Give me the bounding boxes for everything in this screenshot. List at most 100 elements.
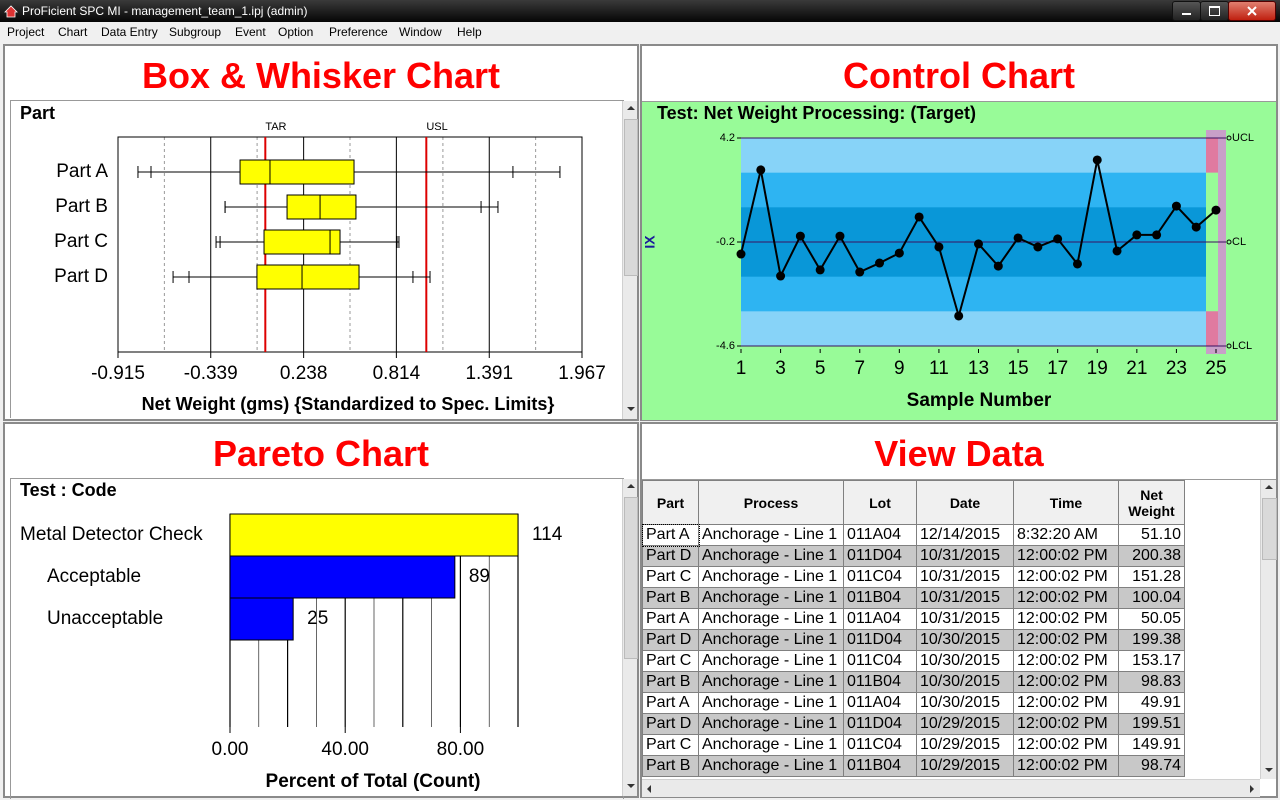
menu-bar: Project Chart Data Entry Subgroup Event Optio… xyxy=(0,22,1280,42)
count-label: 114 xyxy=(532,524,563,545)
menu-item[interactable]: Event xyxy=(235,25,266,39)
reference-label: TAR xyxy=(265,121,286,133)
data-cell: 011D04 xyxy=(843,629,917,651)
y-tick-label: -0.2 xyxy=(716,236,735,248)
data-point xyxy=(1152,230,1162,240)
scrollbar[interactable] xyxy=(622,101,638,419)
data-point xyxy=(1132,230,1142,240)
x-tick-label: 17 xyxy=(1047,358,1068,379)
data-point xyxy=(974,239,983,249)
menu-item[interactable]: Option xyxy=(278,25,314,39)
x-tick-label: 21 xyxy=(1126,358,1147,379)
data-grid: Part Process Lot Date Time Net Weight Part A An… xyxy=(642,480,1185,777)
close-button[interactable] xyxy=(1228,1,1276,21)
menu-item[interactable]: Chart xyxy=(58,25,88,39)
x-tick-label: 23 xyxy=(1166,358,1187,379)
data-cell: Anchorage - Line 1 xyxy=(698,713,844,735)
menu-item[interactable]: Window xyxy=(399,25,442,39)
data-cell: 10/31/2015 xyxy=(916,608,1014,630)
data-row[interactable]: Part D Anchorage - Line 1 011D04 10/30/2015… xyxy=(642,629,1185,651)
data-row[interactable]: Part C Anchorage - Line 1 011C04 10/30/2015… xyxy=(642,650,1185,672)
data-cell: Anchorage - Line 1 xyxy=(698,545,844,567)
data-cell: 151.28 xyxy=(1118,566,1185,588)
column-header[interactable]: Net Weight xyxy=(1118,480,1185,525)
menu-item[interactable]: Preference xyxy=(329,25,388,39)
data-cell: 12:00:02 PM xyxy=(1013,713,1119,735)
x-tick-label: 25 xyxy=(1205,358,1226,379)
column-header[interactable]: Time xyxy=(1013,480,1119,525)
column-header[interactable]: Lot xyxy=(843,480,917,525)
data-row[interactable]: Part B Anchorage - Line 1 011B04 10/29/2015… xyxy=(642,755,1185,777)
data-cell: Anchorage - Line 1 xyxy=(698,734,844,756)
category-label: Part C xyxy=(54,231,108,252)
subtitle: Part xyxy=(20,103,55,123)
limit-marker xyxy=(1226,343,1232,349)
panel-title: View Data xyxy=(874,433,1044,474)
limit-label: LCL xyxy=(1232,340,1252,352)
data-row[interactable]: Part C Anchorage - Line 1 011C04 10/31/2015… xyxy=(642,566,1185,588)
data-cell: Part C xyxy=(642,650,699,672)
view-data-panel: View Data Part Process Lot Date Time Net Weig… xyxy=(640,422,1278,798)
data-cell: 98.74 xyxy=(1118,755,1185,777)
menu-item[interactable]: Project xyxy=(7,25,45,39)
data-point xyxy=(993,261,1003,271)
data-point xyxy=(835,231,845,241)
x-tick-label: 19 xyxy=(1087,358,1108,379)
data-cell: 10/29/2015 xyxy=(916,713,1014,735)
pareto-panel: Pareto Chart xyxy=(3,422,639,799)
limit-label: UCL xyxy=(1232,132,1254,144)
data-row[interactable]: Part A Anchorage - Line 1 011A04 12/14/2015… xyxy=(642,523,1185,547)
minimize-button[interactable] xyxy=(1172,1,1201,21)
category-label: Unacceptable xyxy=(47,608,163,629)
box xyxy=(286,194,357,220)
data-cell: Part B xyxy=(642,587,699,609)
x-tick-label: 15 xyxy=(1008,358,1029,379)
category-label: Part D xyxy=(54,266,108,287)
data-row[interactable]: Part D Anchorage - Line 1 011D04 10/31/2015… xyxy=(642,545,1185,567)
y-axis-label: IX xyxy=(642,235,658,249)
data-row[interactable]: Part C Anchorage - Line 1 011C04 10/29/2015… xyxy=(642,734,1185,756)
panel-title: Control Chart xyxy=(843,55,1075,96)
data-point xyxy=(1053,234,1063,244)
data-cell: 200.38 xyxy=(1118,545,1185,567)
bar xyxy=(229,513,519,557)
data-row[interactable]: Part A Anchorage - Line 1 011A04 10/30/2015… xyxy=(642,692,1185,714)
column-header[interactable]: Part xyxy=(642,480,699,525)
limit-label: CL xyxy=(1232,236,1246,248)
zone-strip-bottom xyxy=(1206,311,1218,346)
data-row[interactable]: Part B Anchorage - Line 1 011B04 10/31/2015… xyxy=(642,587,1185,609)
data-row[interactable]: Part D Anchorage - Line 1 011D04 10/29/2015… xyxy=(642,713,1185,735)
h-scrollbar[interactable] xyxy=(642,779,1260,797)
data-row[interactable]: Part A Anchorage - Line 1 011A04 10/31/2015… xyxy=(642,608,1185,630)
maximize-button[interactable] xyxy=(1200,1,1229,21)
data-cell: Part B xyxy=(642,671,699,693)
x-axis-label: Sample Number xyxy=(907,390,1052,411)
reference-label: USL xyxy=(426,121,447,133)
menu-item[interactable]: Data Entry xyxy=(101,25,158,39)
data-point xyxy=(815,265,825,275)
data-point xyxy=(855,267,865,277)
data-cell: Anchorage - Line 1 xyxy=(698,692,844,714)
data-point xyxy=(1191,222,1201,232)
data-cell: 011B04 xyxy=(843,587,917,609)
data-cell: 011D04 xyxy=(843,713,917,735)
x-tick-label: -0.915 xyxy=(91,363,145,384)
box xyxy=(239,159,355,185)
column-header[interactable]: Process xyxy=(698,480,844,525)
data-cell: 011B04 xyxy=(843,671,917,693)
bar xyxy=(229,597,294,641)
data-cell: Part D xyxy=(642,713,699,735)
x-tick-label: 7 xyxy=(854,358,865,379)
column-header[interactable]: Date xyxy=(916,480,1014,525)
menu-item[interactable]: Help xyxy=(457,25,482,39)
menu-item[interactable]: Subgroup xyxy=(169,25,222,39)
x-tick-label: 1 xyxy=(736,358,747,379)
data-cell: 011C04 xyxy=(843,650,917,672)
limit-marker xyxy=(1226,135,1232,141)
box xyxy=(263,229,341,255)
data-cell: 10/30/2015 xyxy=(916,671,1014,693)
data-cell: Part C xyxy=(642,734,699,756)
scrollbar[interactable] xyxy=(1260,480,1277,779)
scrollbar[interactable] xyxy=(622,479,638,796)
data-row[interactable]: Part B Anchorage - Line 1 011B04 10/30/2015… xyxy=(642,671,1185,693)
